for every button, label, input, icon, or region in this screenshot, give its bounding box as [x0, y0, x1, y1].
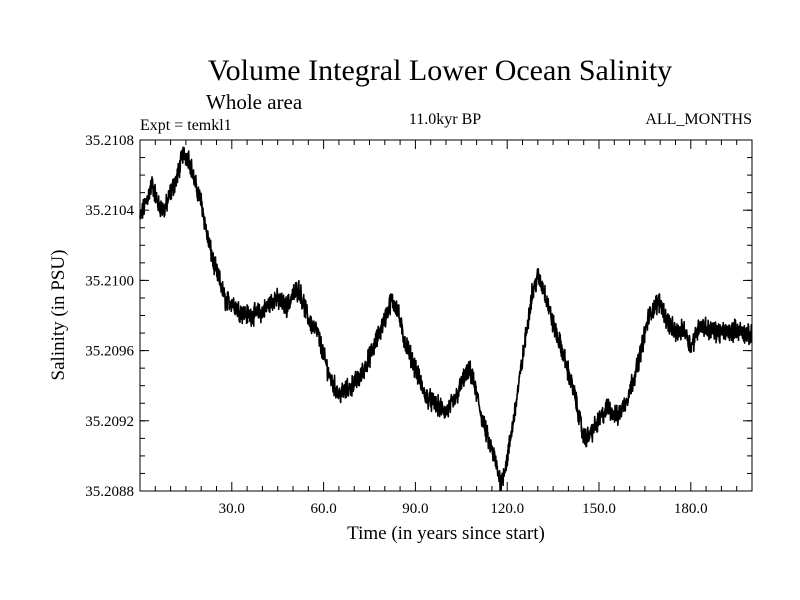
x-tick-label: 30.0	[219, 501, 245, 517]
expt-label: Expt = temkl1	[140, 117, 232, 134]
x-tick-label: 150.0	[582, 501, 616, 517]
y-tick-label: 35.2100	[85, 273, 134, 289]
x-tick-label: 120.0	[490, 501, 524, 517]
plot-frame	[139, 139, 753, 492]
y-axis: 35.2088 35.2092 35.2096 35.2100 35.2104 35.21…	[85, 133, 752, 500]
y-tick-label: 35.2096	[85, 344, 134, 360]
period-label: 11.0kyr BP	[409, 111, 481, 128]
chart-title: Volume Integral Lower Ocean Salinity	[208, 54, 672, 87]
chart-subtitle: Whole area	[206, 90, 303, 114]
y-tick-label: 35.2104	[85, 203, 134, 219]
y-tick-label: 35.2088	[85, 484, 134, 500]
x-axis: 30.0 60.0 90.0 120.0 150.0 180.0	[154, 140, 738, 517]
x-tick-label: 60.0	[310, 501, 336, 517]
months-label: ALL_MONTHS	[645, 111, 752, 128]
y-axis-label: Salinity (in PSU)	[48, 250, 69, 381]
y-tick-label: 35.2092	[85, 414, 134, 430]
x-axis-label: Time (in years since start)	[347, 523, 545, 544]
y-tick-label: 35.2108	[85, 133, 134, 149]
x-tick-label: 180.0	[674, 501, 708, 517]
salinity-series-line	[139, 146, 753, 492]
x-tick-label: 90.0	[402, 501, 428, 517]
